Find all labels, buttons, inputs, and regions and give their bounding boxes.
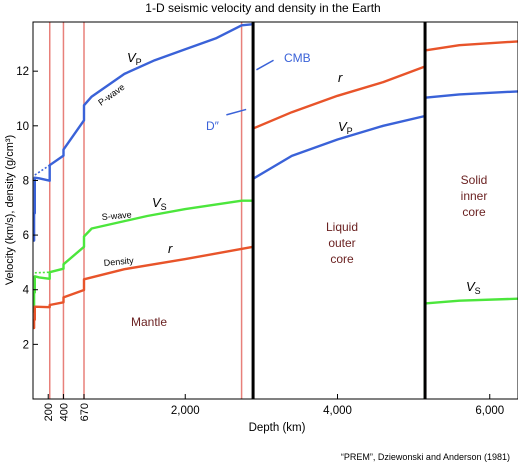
x-tick-label-200: 200 xyxy=(43,403,55,421)
citation: “PREM”, Dziewonski and Anderson (1981) xyxy=(341,452,510,462)
vp-outer-label: VP xyxy=(338,119,353,136)
chart-title: 1-D seismic velocity and density in the … xyxy=(145,1,380,15)
x-tick-label-400: 400 xyxy=(58,403,70,421)
d-double-prime-pointer xyxy=(226,108,247,116)
svg-text:VS: VS xyxy=(466,279,481,296)
svg-text:Liquid: Liquid xyxy=(326,220,358,234)
y-tick-label-10: 10 xyxy=(16,121,29,133)
vs-inner-label: VS xyxy=(466,279,481,296)
cmb-label: CMB xyxy=(284,51,311,65)
series-rho-segment-1 xyxy=(252,65,426,130)
series-vs-segment-1 xyxy=(423,297,518,399)
p-wave-label: P-wave xyxy=(96,82,126,108)
vp-mantle-label: VP xyxy=(127,50,142,67)
svg-text:VS: VS xyxy=(152,195,167,212)
boundary-lines-thick xyxy=(251,22,427,399)
transition-dash-1 xyxy=(34,271,50,274)
x-tick-label-4000: 4,000 xyxy=(323,405,352,417)
series-rho-segment-0 xyxy=(32,245,254,330)
y-tick-label-4: 4 xyxy=(23,285,30,297)
y-tick-label-12: 12 xyxy=(16,66,29,78)
series-vp-segment-1 xyxy=(252,114,426,180)
svg-text:inner: inner xyxy=(461,189,488,203)
svg-text:VP: VP xyxy=(338,119,353,136)
r-core-label: r xyxy=(338,70,343,85)
plot-frame xyxy=(32,21,518,400)
series-vs-segment-0 xyxy=(32,199,254,313)
r-mantle-label: r xyxy=(168,241,173,256)
s-wave-label: S-wave xyxy=(101,209,132,222)
series-vp-segment-2 xyxy=(424,90,518,99)
x-tick-label-6000: 6,000 xyxy=(475,405,504,417)
y-axis-ticks: 2 4 6 8 10 12 xyxy=(16,66,38,351)
svg-text:outer: outer xyxy=(328,236,355,250)
y-tick-label-8: 8 xyxy=(23,175,29,187)
x-axis-label: Depth (km) xyxy=(249,422,306,434)
x-axis-ticks: 200 400 670 2,000 4,000 6,000 xyxy=(43,394,504,421)
svg-text:VP: VP xyxy=(127,50,142,67)
density-label: Density xyxy=(103,255,134,268)
series-vp-segment-0 xyxy=(32,23,254,242)
boundary-lines-thin xyxy=(48,22,243,399)
svg-text:core: core xyxy=(330,252,354,266)
x-tick-label-670: 670 xyxy=(79,403,91,421)
mantle-label: Mantle xyxy=(131,315,167,329)
svg-text:Solid: Solid xyxy=(461,173,488,187)
cmb-pointer xyxy=(256,59,274,71)
vs-mantle-label: VS xyxy=(152,195,167,212)
x-tick-label-2000: 2,000 xyxy=(171,405,200,417)
transition-dash-0 xyxy=(34,164,51,176)
outer-core-label: Liquid outer core xyxy=(326,220,358,266)
series-rho-segment-2 xyxy=(424,40,518,52)
y-tick-label-6: 6 xyxy=(23,230,29,242)
inner-core-label: Solid inner core xyxy=(461,173,488,219)
d-double-prime-label: D″ xyxy=(206,119,220,133)
y-axis-label: Velocity (km/s), density (g/cm³) xyxy=(4,135,16,285)
svg-text:core: core xyxy=(462,205,486,219)
y-tick-label-2: 2 xyxy=(23,339,29,351)
series-layer xyxy=(32,23,518,399)
